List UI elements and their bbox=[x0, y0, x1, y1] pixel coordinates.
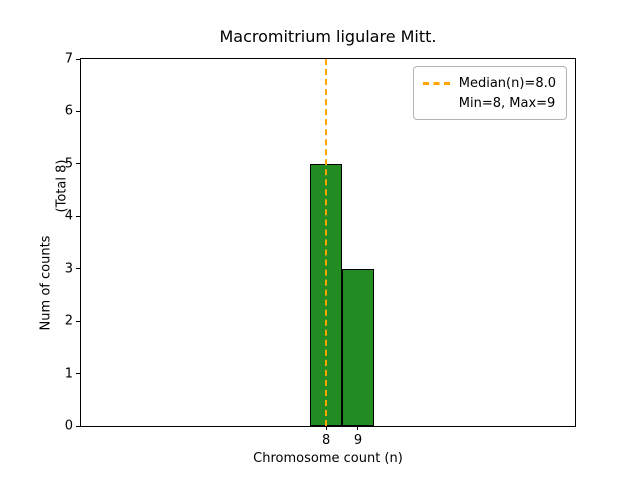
x-tick-mark bbox=[325, 426, 327, 430]
y-tick-mark bbox=[76, 320, 80, 322]
y-tick-mark bbox=[76, 425, 80, 427]
legend-minmax-label: Min=8, Max=9 bbox=[458, 95, 556, 111]
y-tick-label: 5 bbox=[64, 156, 73, 172]
y-tick-mark bbox=[76, 215, 80, 217]
legend: Median(n)=8.0 Min=8, Max=9 bbox=[412, 66, 567, 120]
median-dashed-line-swatch bbox=[422, 81, 450, 85]
y-tick-label: 0 bbox=[64, 418, 73, 434]
plot-area: Median(n)=8.0 Min=8, Max=9 0 1 2 3 4 5 6 7 8 9 bbox=[65, 52, 576, 448]
y-tick-label: 7 bbox=[64, 51, 73, 67]
x-tick-label: 9 bbox=[353, 433, 363, 448]
chart-title: Macromitrium ligulare Mitt. bbox=[219, 27, 437, 46]
y-tick-mark bbox=[76, 110, 80, 112]
y-tick-label: 4 bbox=[64, 208, 73, 224]
x-tick-label: 8 bbox=[321, 433, 331, 448]
y-tick-mark bbox=[76, 373, 80, 375]
y-tick-label: 1 bbox=[64, 366, 73, 382]
x-axis-label: Chromosome count (n) bbox=[253, 451, 403, 466]
y-tick-label: 3 bbox=[64, 261, 73, 277]
y-tick-label: 6 bbox=[64, 103, 73, 119]
bar-9 bbox=[342, 268, 374, 426]
y-tick-mark bbox=[76, 58, 80, 60]
legend-median-label: Median(n)=8.0 bbox=[458, 75, 556, 91]
y-tick-mark bbox=[76, 163, 80, 165]
legend-entry-median: Median(n)=8.0 bbox=[422, 73, 556, 93]
y-tick-mark bbox=[76, 268, 80, 270]
median-line bbox=[325, 59, 328, 426]
y-tick-label: 2 bbox=[64, 313, 73, 329]
x-tick-mark bbox=[357, 426, 359, 430]
legend-entry-minmax: Min=8, Max=9 bbox=[423, 93, 556, 113]
